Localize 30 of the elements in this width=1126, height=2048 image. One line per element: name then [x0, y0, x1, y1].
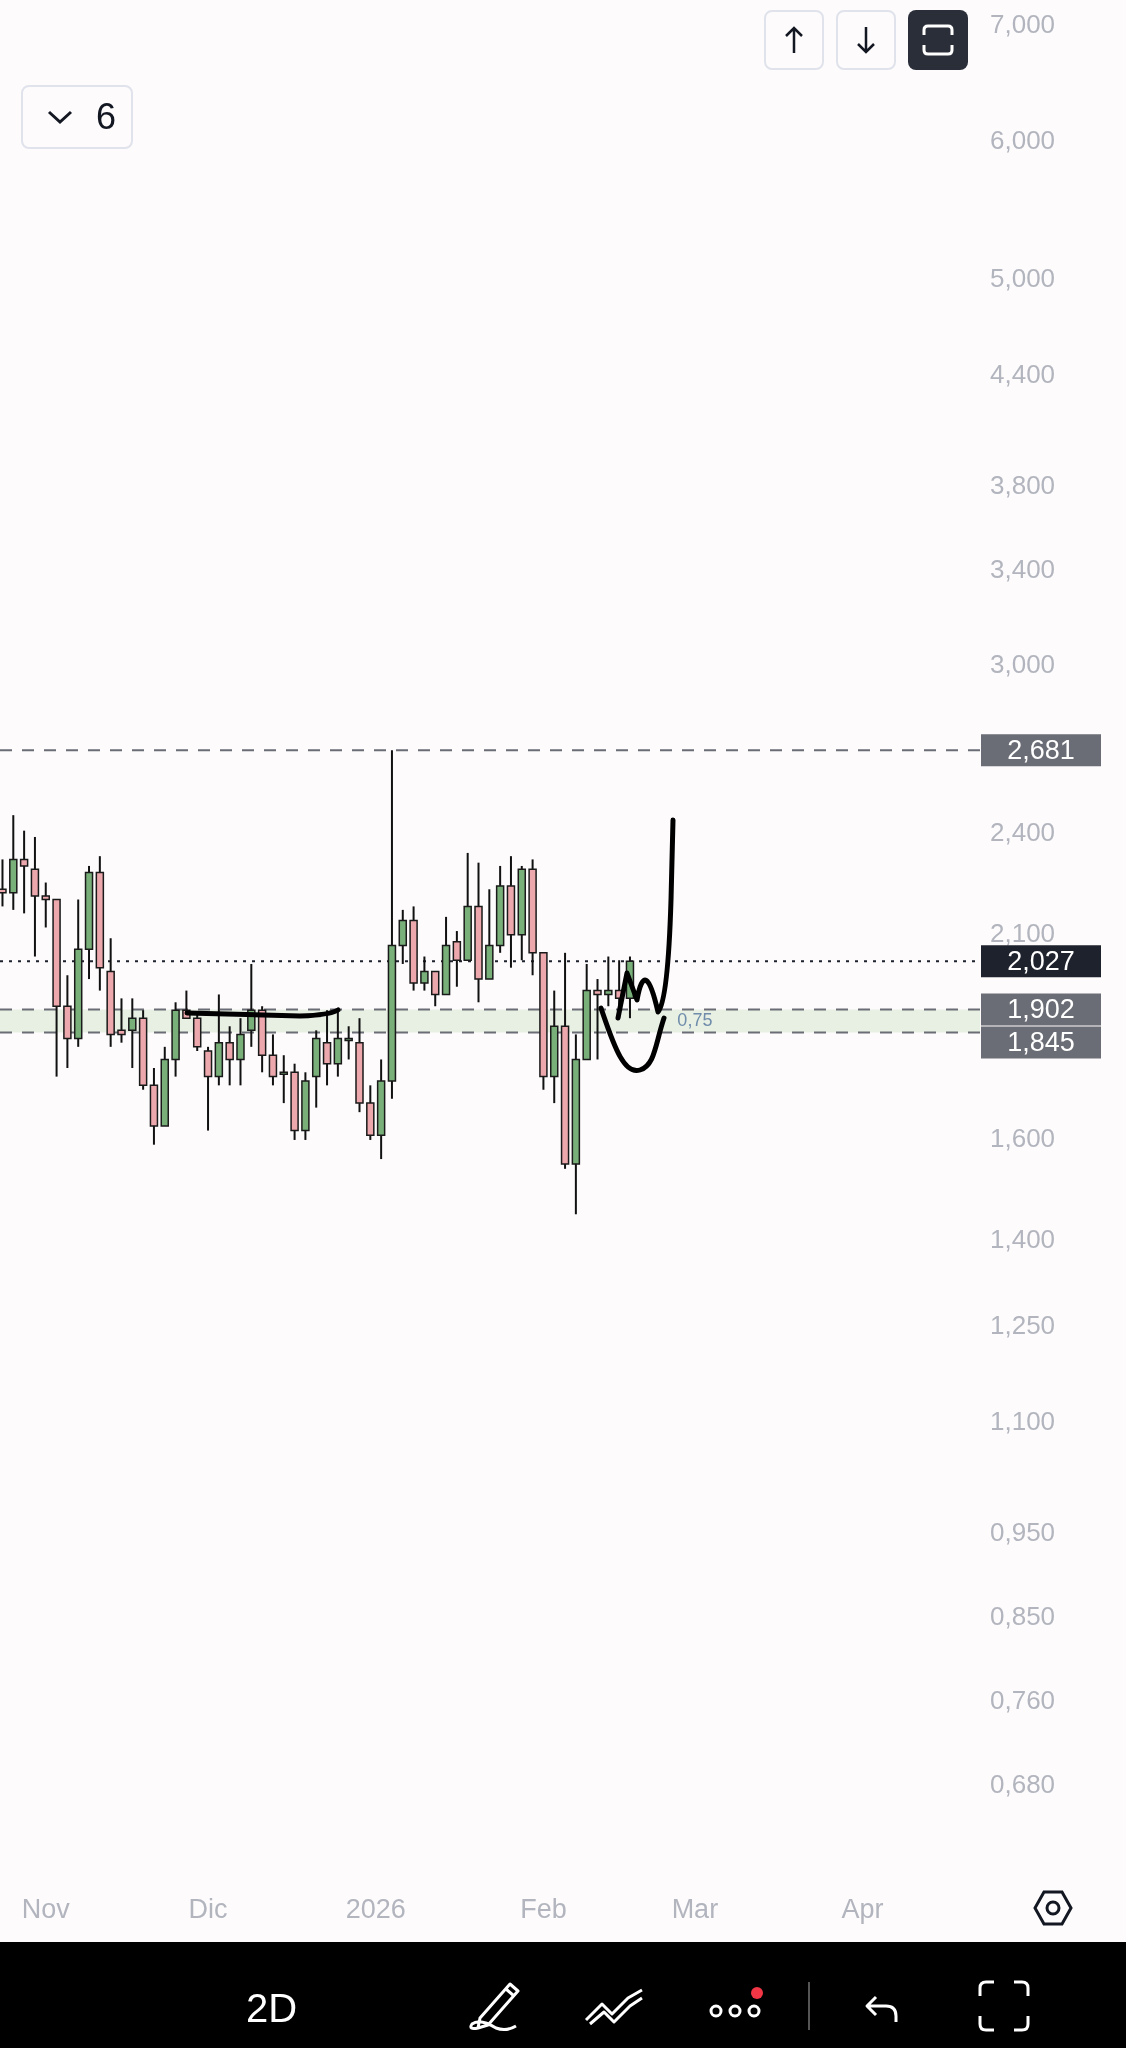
- annotation: 6: [96, 96, 117, 138]
- y-tick-label: 5,000: [989, 262, 1056, 293]
- x-tick-label: 2026: [345, 1893, 406, 1924]
- ref-line-label: 2,681: [1007, 734, 1075, 765]
- y-tick-label: 3,800: [989, 470, 1056, 501]
- y-tick-label: 2,400: [989, 816, 1056, 847]
- y-tick-label: 1,400: [989, 1223, 1056, 1254]
- y-tick-label: 0,850: [989, 1600, 1056, 1631]
- ref-line-label: 2,027: [1007, 945, 1075, 976]
- y-tick-label: 0,950: [989, 1516, 1056, 1547]
- x-tick-label: Nov: [21, 1893, 71, 1924]
- ref-line-label: 1,902: [1007, 993, 1075, 1024]
- y-tick-label: 3,000: [989, 648, 1056, 679]
- y-tick-label: 1,100: [989, 1406, 1056, 1437]
- y-tick-label: 2,100: [989, 917, 1056, 948]
- y-tick-label: 1,250: [989, 1309, 1056, 1340]
- x-tick-label: Mar: [671, 1893, 719, 1924]
- ref-line-label: 1,845: [1007, 1026, 1075, 1057]
- y-tick-label: 7,000: [989, 8, 1056, 39]
- band-label: 0,75: [677, 1009, 713, 1030]
- x-tick-label: Apr: [841, 1893, 884, 1924]
- y-tick-label: 0,760: [989, 1685, 1056, 1716]
- x-tick-label: Feb: [520, 1893, 567, 1924]
- y-tick-label: 1,600: [989, 1123, 1056, 1154]
- y-tick-label: 3,400: [989, 554, 1056, 584]
- text: 2D: [246, 1986, 298, 2031]
- x-tick-label: Dic: [188, 1893, 228, 1924]
- y-tick-label: 0,680: [989, 1769, 1056, 1800]
- y-tick-label: 6,000: [989, 125, 1056, 156]
- y-tick-label: 4,400: [989, 359, 1056, 390]
